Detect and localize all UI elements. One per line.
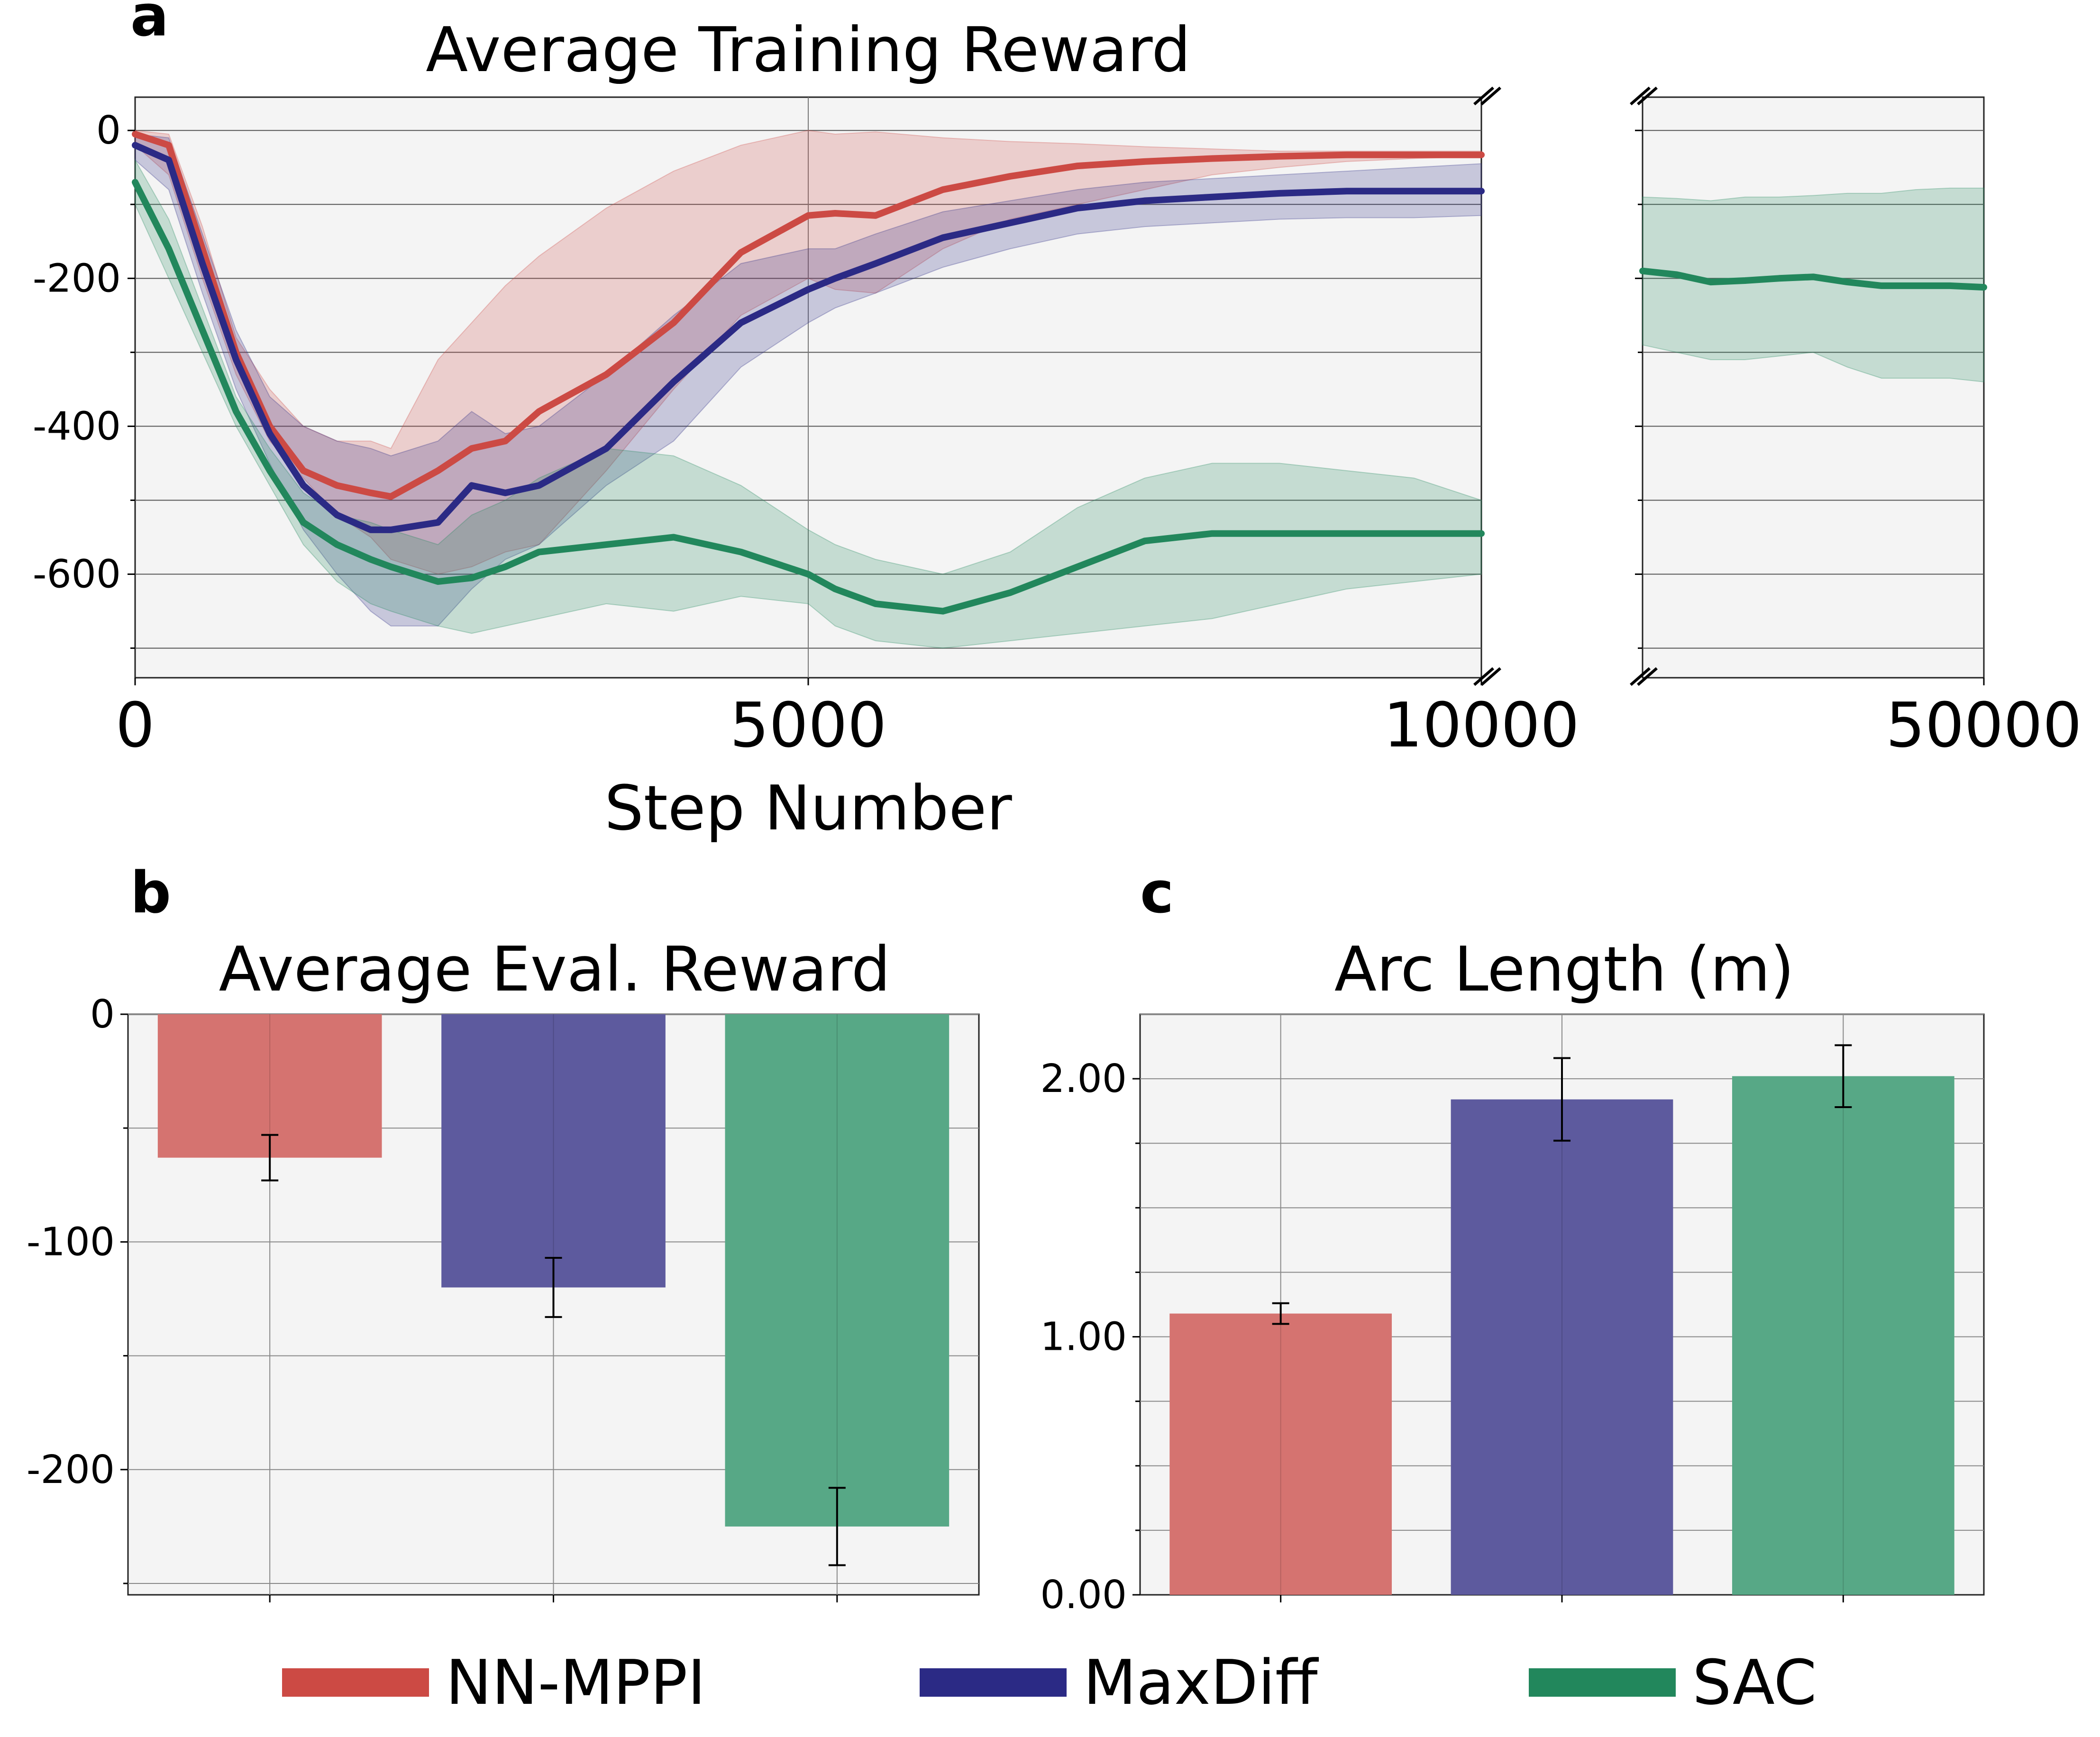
series-line-sac — [132, 179, 1485, 615]
error-bar-sac — [1835, 1044, 1852, 1108]
x-axis-label: Step Number — [604, 772, 1012, 844]
series-line-maxdiff — [132, 142, 1485, 533]
bar-nn-mppi — [157, 1014, 382, 1158]
training-reward-long-run-chart: 50000 — [1635, 96, 2082, 761]
axis-break-marks — [1473, 86, 1658, 686]
x-tick-label: 10000 — [1383, 689, 1580, 761]
y-tick-label: -100 — [27, 1219, 115, 1264]
confidence-band-sac — [135, 158, 1482, 649]
chart-title: Average Training Reward — [426, 14, 1191, 86]
x-tick-label: 0 — [116, 689, 155, 761]
plot-background — [1642, 96, 1985, 679]
arc-length-chart: 0.00 1.00 2.00 Arc Length (m) — [1040, 933, 1985, 1618]
y-tick-label: 0 — [96, 108, 121, 153]
confidence-band-maxdiff — [135, 133, 1482, 627]
legend-swatch — [1529, 1668, 1676, 1697]
series-line-sac — [1639, 267, 1987, 291]
bar-maxdiff — [441, 1014, 666, 1288]
bar-sac — [1732, 1076, 1954, 1595]
error-bar-maxdiff — [545, 1257, 562, 1318]
panel-label-c: c — [1140, 860, 1174, 926]
y-tick-label: 2.00 — [1040, 1056, 1127, 1101]
chart-title: Arc Length (m) — [1334, 933, 1794, 1005]
legend-swatch — [282, 1668, 429, 1697]
panel-label-b: b — [130, 860, 171, 926]
legend: NN-MPPI MaxDiff SAC — [282, 1646, 1817, 1719]
x-tick-label: 5000 — [730, 689, 887, 761]
legend-label: NN-MPPI — [446, 1646, 706, 1719]
legend-label: MaxDiff — [1083, 1646, 1319, 1719]
legend-item-maxdiff: MaxDiff — [920, 1646, 1319, 1719]
error-bar-nn-mppi — [1272, 1302, 1289, 1325]
legend-item-sac: SAC — [1529, 1646, 1817, 1719]
y-tick-label: 0 — [90, 992, 115, 1037]
y-tick-label: -400 — [33, 404, 121, 449]
bar-nn-mppi — [1169, 1313, 1392, 1595]
series-line-nn-mppi — [132, 131, 1485, 500]
y-tick-label: 1.00 — [1040, 1315, 1127, 1360]
chart-title: Average Eval. Reward — [219, 933, 891, 1005]
confidence-band-sac — [1642, 187, 1984, 382]
y-tick-label: 0.00 — [1040, 1573, 1127, 1618]
bar-sac — [725, 1014, 950, 1527]
bar-maxdiff — [1451, 1099, 1673, 1595]
y-tick-label: -200 — [33, 256, 121, 301]
legend-item-nn-mppi: NN-MPPI — [282, 1646, 706, 1719]
error-bar-maxdiff — [1553, 1057, 1570, 1142]
error-bar-sac — [828, 1487, 846, 1566]
y-tick-label: -200 — [27, 1447, 115, 1492]
panel-label-a: a — [130, 0, 169, 49]
legend-label: SAC — [1692, 1646, 1817, 1719]
y-tick-label: -600 — [33, 552, 121, 597]
training-reward-chart: 0 -200 -400 -600 0 5000 10000 Average Training… — [33, 14, 1580, 844]
error-bar-nn-mppi — [261, 1134, 279, 1182]
legend-swatch — [920, 1668, 1067, 1697]
eval-reward-chart: 0 -100 -200 Average Eval. Reward — [27, 933, 980, 1602]
x-tick-label: 50000 — [1886, 689, 2082, 761]
